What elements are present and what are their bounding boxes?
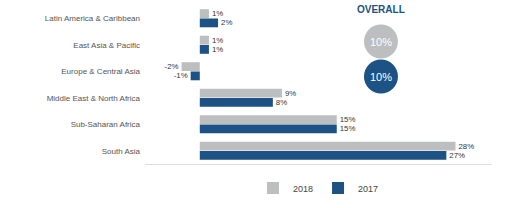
svg-text:Middle East & North Africa: Middle East & North Africa — [47, 94, 141, 103]
svg-text:9%: 9% — [285, 89, 296, 98]
svg-text:Sub-Saharan Africa: Sub-Saharan Africa — [71, 120, 141, 129]
svg-text:15%: 15% — [340, 124, 356, 133]
svg-text:1%: 1% — [212, 36, 223, 45]
svg-text:-1%: -1% — [174, 71, 188, 80]
svg-text:South Asia: South Asia — [102, 147, 141, 156]
svg-text:Europe & Central Asia: Europe & Central Asia — [61, 67, 140, 76]
svg-text:27%: 27% — [449, 151, 465, 160]
svg-text:1%: 1% — [212, 9, 223, 18]
svg-text:-2%: -2% — [165, 62, 179, 71]
svg-text:East Asia & Pacific: East Asia & Pacific — [73, 41, 140, 50]
svg-text:Latin America & Caribbean: Latin America & Caribbean — [45, 14, 140, 23]
svg-text:10%: 10% — [370, 71, 392, 83]
svg-text:2018: 2018 — [293, 184, 313, 194]
svg-text:2017: 2017 — [358, 184, 378, 194]
svg-text:10%: 10% — [370, 36, 392, 48]
svg-text:15%: 15% — [340, 115, 356, 124]
svg-text:8%: 8% — [276, 98, 287, 107]
svg-text:OVERALL: OVERALL — [357, 4, 405, 15]
svg-text:1%: 1% — [212, 45, 223, 54]
svg-text:2%: 2% — [221, 18, 232, 27]
svg-text:28%: 28% — [458, 142, 474, 151]
